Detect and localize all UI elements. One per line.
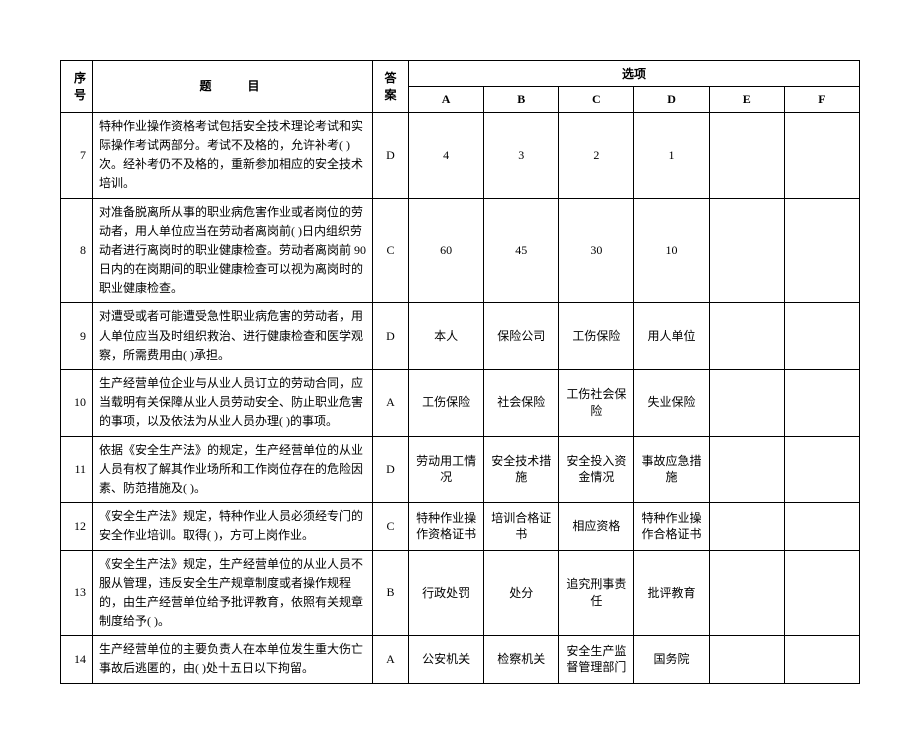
cell-num: 13 bbox=[61, 550, 93, 636]
cell-b: 培训合格证书 bbox=[484, 503, 559, 550]
cell-f bbox=[784, 198, 859, 303]
cell-question: 《安全生产法》规定，特种作业人员必须经专门的安全作业培训。取得( )，方可上岗作… bbox=[93, 503, 373, 550]
cell-num: 14 bbox=[61, 636, 93, 683]
cell-d: 批评教育 bbox=[634, 550, 709, 636]
cell-question: 对准备脱离所从事的职业病危害作业或者岗位的劳动者，用人单位应当在劳动者离岗前( … bbox=[93, 198, 373, 303]
cell-num: 10 bbox=[61, 370, 93, 437]
cell-a: 60 bbox=[409, 198, 484, 303]
cell-d: 事故应急措施 bbox=[634, 436, 709, 503]
cell-a: 4 bbox=[409, 112, 484, 198]
table-row: 7特种作业操作资格考试包括安全技术理论考试和实际操作考试两部分。考试不及格的，允… bbox=[61, 112, 860, 198]
cell-e bbox=[709, 503, 784, 550]
cell-a: 本人 bbox=[409, 303, 484, 370]
cell-c: 工伤社会保险 bbox=[559, 370, 634, 437]
cell-d: 国务院 bbox=[634, 636, 709, 683]
cell-b: 45 bbox=[484, 198, 559, 303]
table-row: 14生产经营单位的主要负责人在本单位发生重大伤亡事故后逃匿的，由( )处十五日以… bbox=[61, 636, 860, 683]
cell-b: 处分 bbox=[484, 550, 559, 636]
cell-d: 特种作业操作合格证书 bbox=[634, 503, 709, 550]
table-row: 10生产经营单位企业与从业人员订立的劳动合同，应当载明有关保障从业人员劳动安全、… bbox=[61, 370, 860, 437]
cell-e bbox=[709, 636, 784, 683]
cell-f bbox=[784, 370, 859, 437]
cell-answer: D bbox=[373, 112, 409, 198]
header-question: 题 目 bbox=[93, 61, 373, 113]
cell-b: 检察机关 bbox=[484, 636, 559, 683]
cell-answer: D bbox=[373, 436, 409, 503]
cell-question: 依据《安全生产法》的规定，生产经营单位的从业人员有权了解其作业场所和工作岗位存在… bbox=[93, 436, 373, 503]
header-answer: 答案 bbox=[373, 61, 409, 113]
cell-answer: C bbox=[373, 503, 409, 550]
cell-answer: B bbox=[373, 550, 409, 636]
header-a: A bbox=[409, 87, 484, 113]
cell-c: 2 bbox=[559, 112, 634, 198]
header-c: C bbox=[559, 87, 634, 113]
cell-c: 安全投入资金情况 bbox=[559, 436, 634, 503]
cell-a: 特种作业操作资格证书 bbox=[409, 503, 484, 550]
cell-c: 30 bbox=[559, 198, 634, 303]
cell-f bbox=[784, 636, 859, 683]
cell-f bbox=[784, 303, 859, 370]
cell-f bbox=[784, 112, 859, 198]
cell-b: 社会保险 bbox=[484, 370, 559, 437]
cell-question: 生产经营单位的主要负责人在本单位发生重大伤亡事故后逃匿的，由( )处十五日以下拘… bbox=[93, 636, 373, 683]
cell-a: 劳动用工情况 bbox=[409, 436, 484, 503]
header-e: E bbox=[709, 87, 784, 113]
cell-e bbox=[709, 112, 784, 198]
header-f: F bbox=[784, 87, 859, 113]
cell-c: 工伤保险 bbox=[559, 303, 634, 370]
cell-a: 行政处罚 bbox=[409, 550, 484, 636]
header-d: D bbox=[634, 87, 709, 113]
cell-answer: A bbox=[373, 636, 409, 683]
cell-num: 12 bbox=[61, 503, 93, 550]
cell-num: 9 bbox=[61, 303, 93, 370]
cell-answer: D bbox=[373, 303, 409, 370]
cell-b: 保险公司 bbox=[484, 303, 559, 370]
table-row: 13《安全生产法》规定，生产经营单位的从业人员不服从管理，违反安全生产规章制度或… bbox=[61, 550, 860, 636]
cell-e bbox=[709, 370, 784, 437]
table-row: 11依据《安全生产法》的规定，生产经营单位的从业人员有权了解其作业场所和工作岗位… bbox=[61, 436, 860, 503]
cell-c: 相应资格 bbox=[559, 503, 634, 550]
table-row: 9对遭受或者可能遭受急性职业病危害的劳动者，用人单位应当及时组织救治、进行健康检… bbox=[61, 303, 860, 370]
cell-d: 失业保险 bbox=[634, 370, 709, 437]
cell-question: 特种作业操作资格考试包括安全技术理论考试和实际操作考试两部分。考试不及格的，允许… bbox=[93, 112, 373, 198]
cell-d: 10 bbox=[634, 198, 709, 303]
cell-question: 《安全生产法》规定，生产经营单位的从业人员不服从管理，违反安全生产规章制度或者操… bbox=[93, 550, 373, 636]
cell-num: 8 bbox=[61, 198, 93, 303]
cell-e bbox=[709, 550, 784, 636]
cell-answer: C bbox=[373, 198, 409, 303]
cell-num: 11 bbox=[61, 436, 93, 503]
header-b: B bbox=[484, 87, 559, 113]
cell-a: 工伤保险 bbox=[409, 370, 484, 437]
cell-d: 用人单位 bbox=[634, 303, 709, 370]
cell-f bbox=[784, 503, 859, 550]
cell-b: 3 bbox=[484, 112, 559, 198]
table-body: 7特种作业操作资格考试包括安全技术理论考试和实际操作考试两部分。考试不及格的，允… bbox=[61, 112, 860, 683]
cell-c: 安全生产监督管理部门 bbox=[559, 636, 634, 683]
cell-e bbox=[709, 303, 784, 370]
cell-answer: A bbox=[373, 370, 409, 437]
header-num: 序号 bbox=[61, 61, 93, 113]
table-row: 8对准备脱离所从事的职业病危害作业或者岗位的劳动者，用人单位应当在劳动者离岗前(… bbox=[61, 198, 860, 303]
cell-e bbox=[709, 198, 784, 303]
cell-c: 追究刑事责任 bbox=[559, 550, 634, 636]
cell-a: 公安机关 bbox=[409, 636, 484, 683]
cell-question: 对遭受或者可能遭受急性职业病危害的劳动者，用人单位应当及时组织救治、进行健康检查… bbox=[93, 303, 373, 370]
cell-d: 1 bbox=[634, 112, 709, 198]
cell-f bbox=[784, 550, 859, 636]
cell-f bbox=[784, 436, 859, 503]
cell-question: 生产经营单位企业与从业人员订立的劳动合同，应当载明有关保障从业人员劳动安全、防止… bbox=[93, 370, 373, 437]
cell-e bbox=[709, 436, 784, 503]
exam-table: 序号 题 目 答案 选项 A B C D E F 7特种作业操作资格考试包括安全… bbox=[60, 60, 860, 684]
header-options: 选项 bbox=[409, 61, 860, 87]
table-row: 12《安全生产法》规定，特种作业人员必须经专门的安全作业培训。取得( )，方可上… bbox=[61, 503, 860, 550]
cell-num: 7 bbox=[61, 112, 93, 198]
cell-b: 安全技术措施 bbox=[484, 436, 559, 503]
